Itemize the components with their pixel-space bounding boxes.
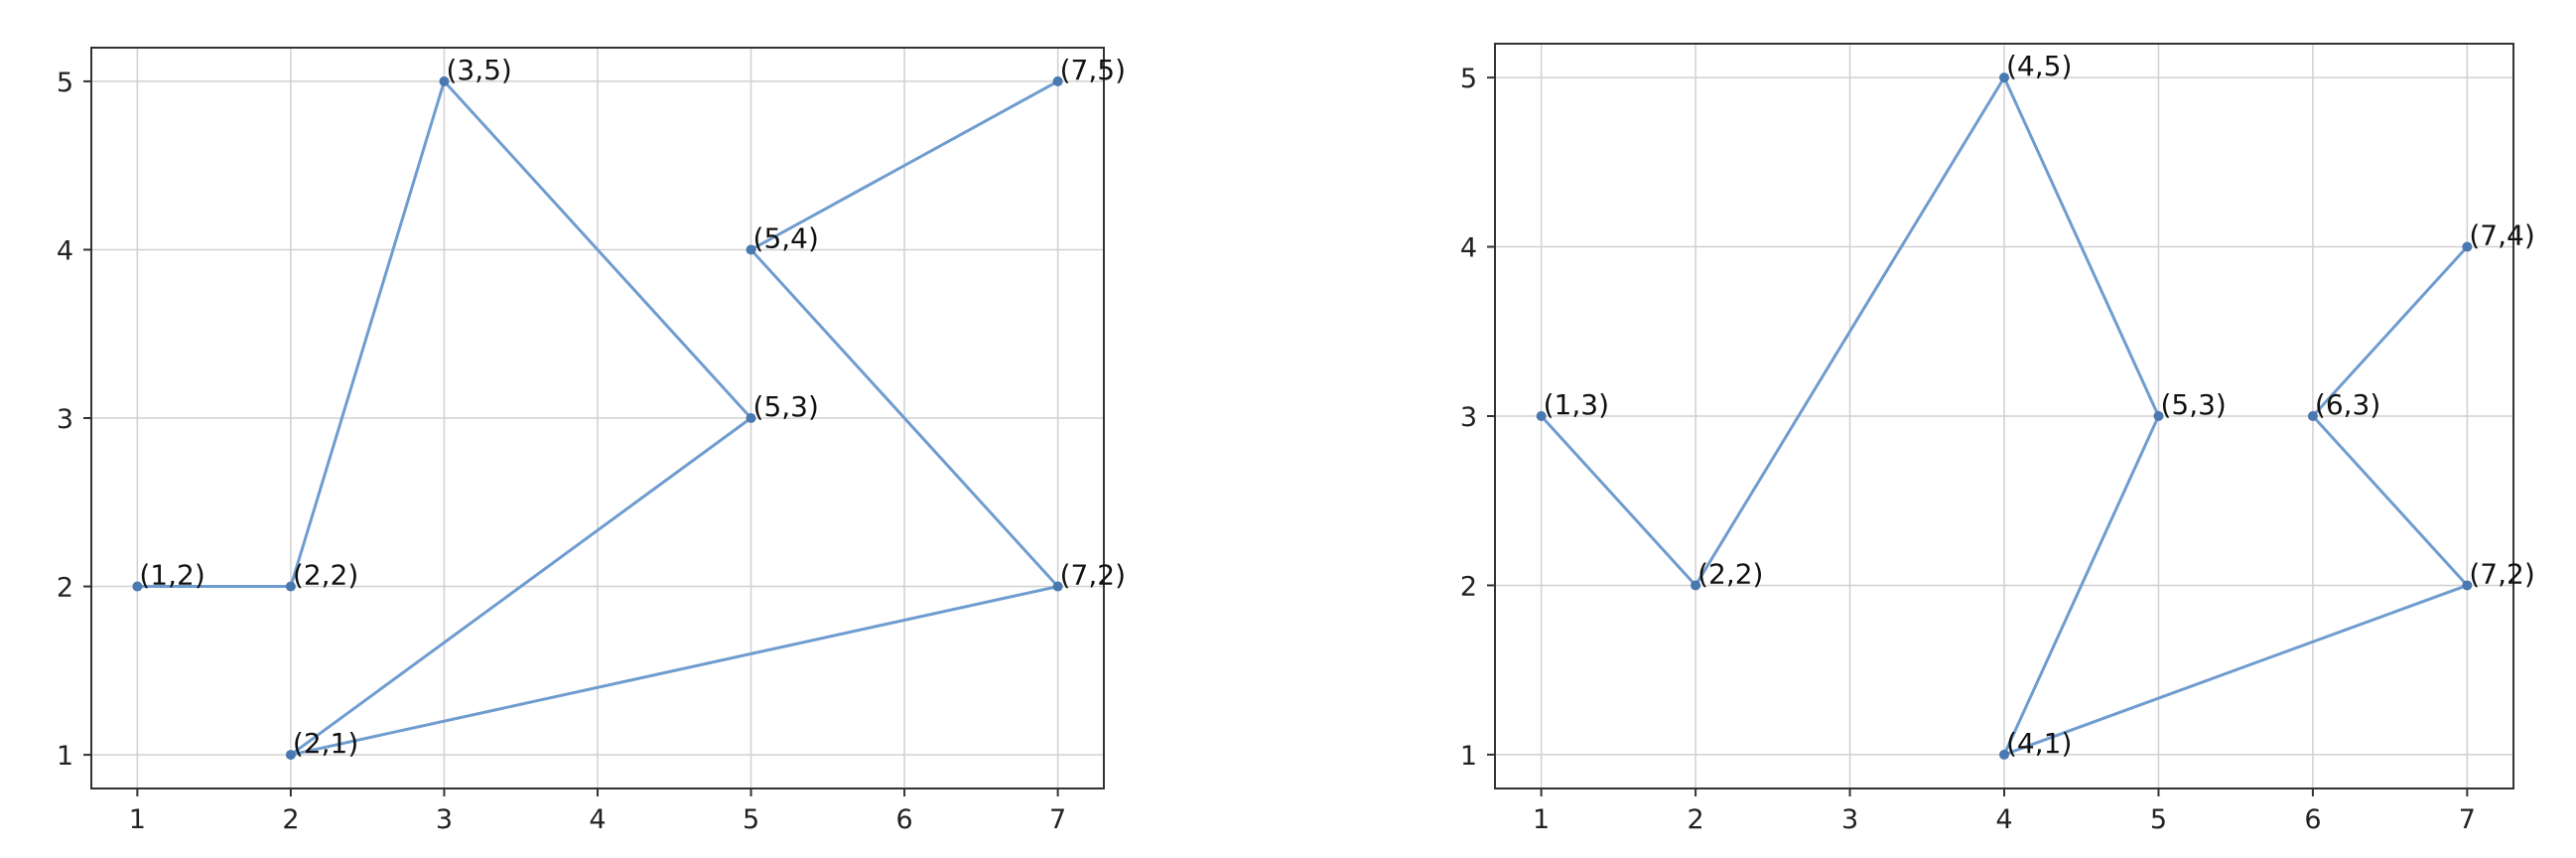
data-point bbox=[1052, 75, 1063, 86]
data-point bbox=[746, 244, 756, 255]
x-tick-label: 4 bbox=[1995, 804, 2012, 835]
x-tick-label: 2 bbox=[1687, 804, 1703, 835]
data-point bbox=[1536, 411, 1547, 421]
y-tick-label: 1 bbox=[57, 741, 73, 772]
y-tick-label: 5 bbox=[1460, 64, 1477, 94]
y-tick-label: 3 bbox=[1460, 402, 1477, 433]
x-tick-label: 3 bbox=[1841, 804, 1858, 835]
x-tick-label: 7 bbox=[1049, 804, 1066, 835]
data-point-label: (5,4) bbox=[753, 221, 819, 254]
data-point bbox=[2462, 241, 2473, 252]
data-point bbox=[1691, 580, 1701, 591]
chart-right: 1 2 3 4 5 6 7 1 2 3 4 5 (1,3) (2,2) (4,5) (5,3) (4,1) (7,… bbox=[1460, 43, 2535, 835]
data-point-label: (4,5) bbox=[2006, 50, 2072, 82]
y-tick-label: 2 bbox=[57, 573, 73, 604]
chart-left: 1 2 3 4 5 6 7 1 2 3 4 5 (1,2) (2,2) (3,5) (5,3) (2,1) (7,… bbox=[57, 47, 1126, 835]
data-point-label: (1,2) bbox=[139, 559, 204, 592]
data-point bbox=[1999, 72, 2009, 83]
data-point-label: (7,5) bbox=[1060, 54, 1126, 86]
data-point-label: (3,5) bbox=[446, 54, 511, 86]
y-tick-label: 3 bbox=[57, 404, 73, 435]
data-point bbox=[2153, 411, 2164, 421]
data-point bbox=[2307, 411, 2318, 421]
x-tick-label: 1 bbox=[1533, 804, 1550, 835]
data-point-label: (7,2) bbox=[2469, 557, 2534, 590]
y-tick-label: 5 bbox=[57, 68, 73, 98]
data-point bbox=[2462, 580, 2473, 591]
data-point bbox=[746, 413, 756, 423]
y-tick-label: 4 bbox=[1460, 233, 1477, 264]
data-point bbox=[439, 75, 450, 86]
y-tick-label: 2 bbox=[1460, 571, 1477, 602]
data-point bbox=[1999, 749, 2009, 760]
y-tick-label: 4 bbox=[57, 235, 73, 266]
data-point-label: (4,1) bbox=[2006, 727, 2072, 760]
data-point-label: (1,3) bbox=[1544, 388, 1609, 421]
x-tick-label: 6 bbox=[2304, 804, 2321, 835]
data-point-label: (2,2) bbox=[1697, 557, 1763, 590]
series-line bbox=[137, 77, 1061, 757]
data-point-label: (2,1) bbox=[293, 727, 358, 760]
x-tick-label: 6 bbox=[895, 804, 912, 835]
data-point-label: (7,4) bbox=[2469, 219, 2534, 252]
x-tick-label: 3 bbox=[436, 804, 453, 835]
data-point-label: (7,2) bbox=[1060, 559, 1126, 592]
x-tick-label: 5 bbox=[743, 804, 759, 835]
y-tick-label: 1 bbox=[1460, 741, 1477, 772]
data-point bbox=[285, 750, 296, 761]
data-point-label: (5,3) bbox=[2160, 388, 2226, 421]
data-point-label: (6,3) bbox=[2315, 388, 2380, 421]
data-point-label: (5,3) bbox=[753, 390, 819, 423]
x-tick-label: 5 bbox=[2150, 804, 2167, 835]
series-line bbox=[1540, 73, 2470, 758]
data-point-label: (2,2) bbox=[293, 559, 358, 592]
data-point bbox=[132, 581, 143, 592]
x-tick-label: 1 bbox=[129, 804, 146, 835]
x-tick-label: 2 bbox=[282, 804, 299, 835]
data-point bbox=[1052, 581, 1063, 592]
x-tick-label: 4 bbox=[589, 804, 606, 835]
data-point bbox=[285, 581, 296, 592]
x-tick-label: 7 bbox=[2459, 804, 2476, 835]
